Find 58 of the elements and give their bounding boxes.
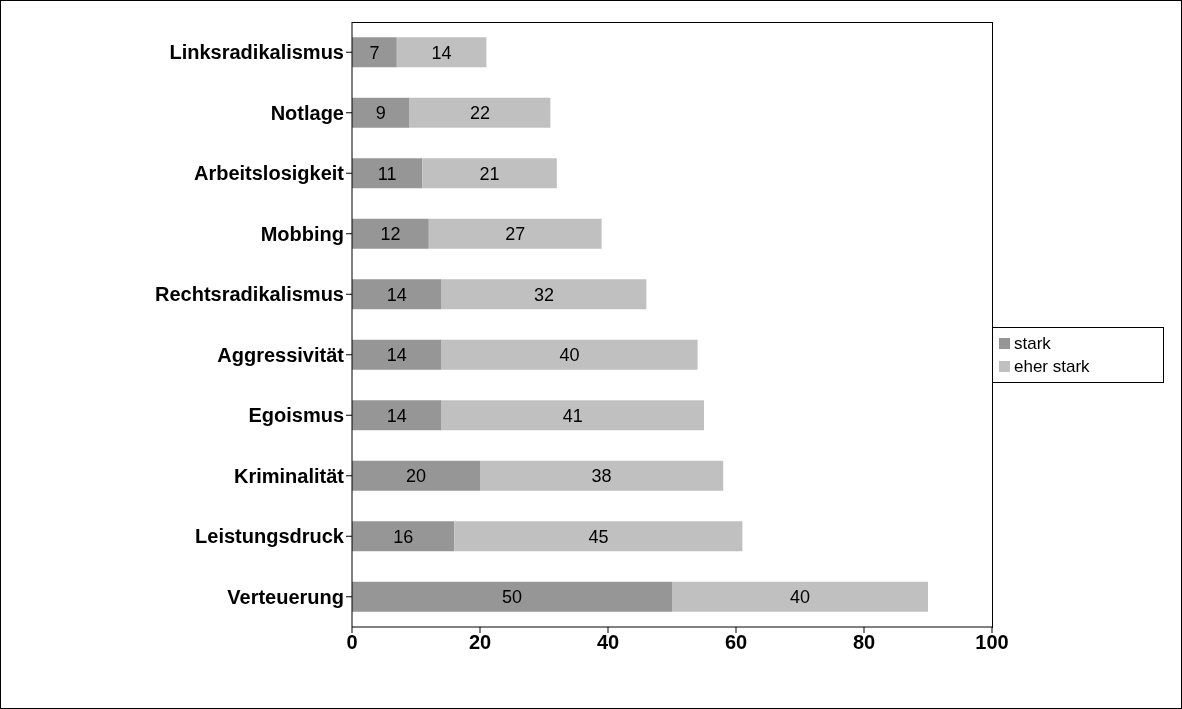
y-tick-label: Linksradikalismus	[169, 41, 344, 64]
y-tick-label: Egoismus	[248, 404, 344, 427]
data-label: 12	[380, 224, 401, 245]
bar	[352, 460, 480, 491]
bar	[428, 218, 602, 249]
bar	[352, 521, 455, 552]
bar	[352, 279, 442, 310]
bar	[441, 400, 704, 431]
data-label: 40	[559, 345, 580, 366]
data-label: 22	[469, 103, 491, 124]
x-tick-label: 0	[346, 631, 358, 654]
data-label: 45	[588, 526, 609, 547]
y-tick-label: Leistungsdruck	[195, 525, 345, 548]
x-tick-label: 60	[724, 631, 748, 654]
bar	[352, 400, 442, 431]
data-label: 7	[369, 42, 380, 63]
bar	[672, 581, 928, 612]
y-tick-label: Verteuerung	[227, 585, 344, 608]
bar	[352, 158, 423, 189]
data-label: 40	[789, 587, 811, 608]
bar	[441, 279, 647, 310]
x-tick-label: 20	[468, 631, 492, 654]
data-label: 27	[505, 224, 526, 245]
data-label: 32	[533, 284, 555, 305]
x-tick-label: 100	[975, 631, 1009, 654]
data-label: 21	[479, 163, 500, 184]
y-tick-label: Rechtsradikalismus	[155, 283, 344, 306]
bar	[352, 37, 397, 68]
y-tick-label: Mobbing	[260, 222, 344, 245]
bar	[441, 339, 698, 370]
data-label: 38	[591, 466, 612, 487]
data-label: 11	[377, 163, 397, 184]
data-label: 14	[386, 405, 407, 426]
bar	[480, 460, 724, 491]
bar	[352, 218, 429, 249]
data-label: 50	[501, 587, 523, 608]
data-label: 14	[386, 284, 407, 305]
bar	[409, 97, 551, 128]
y-tick-label: Aggressivität	[217, 343, 345, 366]
bar	[352, 581, 672, 612]
bar	[352, 97, 410, 128]
x-tick-label: 40	[596, 631, 620, 654]
bar	[396, 37, 487, 68]
x-tick-label: 80	[852, 631, 876, 654]
data-label: 9	[375, 103, 386, 124]
data-label: 20	[405, 466, 427, 487]
data-label: 14	[431, 42, 452, 63]
bar	[422, 158, 557, 189]
data-label: 16	[393, 526, 414, 547]
bar	[352, 339, 442, 370]
data-label: 41	[562, 405, 583, 426]
legend-label: eher stark	[1014, 355, 1090, 378]
legend-label: stark	[1014, 332, 1051, 355]
y-tick-label: Arbeitslosigkeit	[193, 162, 345, 185]
y-tick-label: Notlage	[270, 101, 344, 124]
data-label: 14	[386, 345, 407, 366]
bar	[454, 521, 743, 552]
y-tick-label: Kriminalität	[233, 464, 345, 487]
